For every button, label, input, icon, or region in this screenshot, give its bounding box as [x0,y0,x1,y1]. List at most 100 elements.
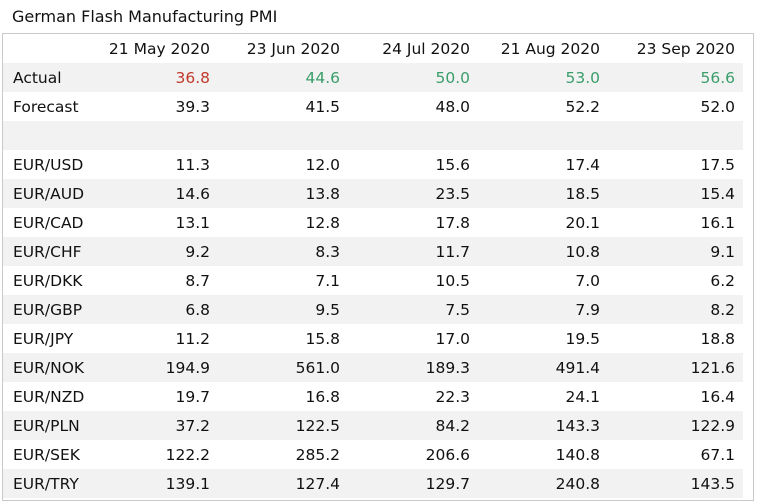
pair-row: EUR/CHF 9.2 8.3 11.7 10.8 9.1 [3,237,743,266]
pair-value: 15.4 [608,179,743,208]
pair-row: EUR/SEK 122.2 285.2 206.6 140.8 67.1 [3,440,743,469]
pair-value: 121.6 [608,353,743,382]
spacer-cell [348,121,478,150]
forecast-value: 41.5 [305,97,340,116]
pair-value: 11.2 [175,329,210,348]
pair-row: EUR/USD 11.3 12.0 15.6 17.4 17.5 [3,150,743,179]
pair-label: EUR/NOK [3,353,91,382]
pair-value: 561.0 [218,353,348,382]
pair-value: 18.8 [700,329,735,348]
pair-value: 122.2 [165,445,210,464]
pair-value: 17.0 [435,329,470,348]
pair-value: 19.5 [565,329,600,348]
pair-value: 37.2 [91,411,218,440]
pair-value: 122.9 [608,411,743,440]
pair-value: 15.8 [305,329,340,348]
pair-value: 9.2 [91,237,218,266]
spacer-cell [3,121,91,150]
pair-label: EUR/GBP [3,295,91,324]
pair-value: 7.5 [348,295,478,324]
column-header: 24 Jul 2020 [382,39,470,58]
pair-label: EUR/SEK [13,445,80,464]
actual-value: 53.0 [478,63,608,92]
pair-value: 9.5 [218,295,348,324]
pair-value: 10.5 [435,271,470,290]
pair-value: 16.1 [700,213,735,232]
table-frame [2,33,754,501]
pair-value: 11.3 [175,155,210,174]
actual-value: 44.6 [218,63,348,92]
pair-value: 67.1 [700,445,735,464]
pair-value: 206.6 [425,445,470,464]
pair-value: 19.7 [175,387,210,406]
pair-value: 8.2 [608,295,743,324]
column-header: 21 May 2020 [108,39,210,58]
actual-value: 36.8 [91,63,218,92]
pair-label: EUR/NZD [13,387,85,406]
pair-label: EUR/DKK [13,271,83,290]
table-title: German Flash Manufacturing PMI [12,7,278,26]
pair-row: EUR/CAD 13.1 12.8 17.8 20.1 16.1 [3,208,743,237]
pair-value: 10.8 [478,237,608,266]
pair-value: 129.7 [348,469,478,498]
actual-value: 56.6 [608,63,743,92]
actual-row: Actual 36.8 44.6 50.0 53.0 56.6 [3,63,743,92]
row-label: Forecast [13,97,79,116]
pair-value: 24.1 [565,387,600,406]
pair-value: 12.0 [305,155,340,174]
pair-row: EUR/PLN 37.2 122.5 84.2 143.3 122.9 [3,411,743,440]
pair-row: EUR/GBP 6.8 9.5 7.5 7.9 8.2 [3,295,743,324]
spacer-cell [91,121,218,150]
pair-value: 143.3 [478,411,608,440]
pmi-table: 21 May 2020 23 Jun 2020 24 Jul 2020 21 A… [3,34,743,498]
pair-value: 491.4 [478,353,608,382]
pair-label: EUR/CAD [13,213,84,232]
forecast-value: 48.0 [435,97,470,116]
pair-value: 16.4 [700,387,735,406]
pair-value: 12.8 [305,213,340,232]
pair-row: EUR/JPY 11.2 15.8 17.0 19.5 18.8 [3,324,743,353]
forecast-value: 52.0 [700,97,735,116]
forecast-value: 52.2 [565,97,600,116]
pair-row: EUR/DKK 8.7 7.1 10.5 7.0 6.2 [3,266,743,295]
spacer-cell [218,121,348,150]
pair-row: EUR/TRY 139.1 127.4 129.7 240.8 143.5 [3,469,743,498]
pair-value: 17.4 [565,155,600,174]
pair-value: 13.8 [218,179,348,208]
pair-value: 127.4 [218,469,348,498]
pair-label: EUR/JPY [13,329,74,348]
pair-value: 7.1 [315,271,340,290]
pair-value: 20.1 [565,213,600,232]
pair-row: EUR/NZD 19.7 16.8 22.3 24.1 16.4 [3,382,743,411]
pair-value: 11.7 [348,237,478,266]
pair-value: 140.8 [555,445,600,464]
spacer-cell [608,121,743,150]
actual-value: 50.0 [348,63,478,92]
pair-row: EUR/AUD 14.6 13.8 23.5 18.5 15.4 [3,179,743,208]
pair-value: 6.2 [710,271,735,290]
header-row: 21 May 2020 23 Jun 2020 24 Jul 2020 21 A… [3,34,743,63]
spacer-cell [478,121,608,150]
pair-value: 139.1 [91,469,218,498]
pair-value: 13.1 [175,213,210,232]
pair-value: 7.0 [575,271,600,290]
pair-value: 15.6 [435,155,470,174]
forecast-value: 39.3 [175,97,210,116]
column-header: 23 Jun 2020 [246,39,340,58]
pair-value: 143.5 [608,469,743,498]
pair-value: 18.5 [478,179,608,208]
pair-row: EUR/NOK 194.9 561.0 189.3 491.4 121.6 [3,353,743,382]
pair-value: 23.5 [348,179,478,208]
pair-value: 194.9 [91,353,218,382]
pair-value: 7.9 [478,295,608,324]
pair-value: 189.3 [348,353,478,382]
column-header: 23 Sep 2020 [636,39,735,58]
pair-value: 17.5 [700,155,735,174]
pair-label: EUR/AUD [3,179,91,208]
pair-label: EUR/CHF [3,237,91,266]
header-corner [3,34,91,63]
column-header: 21 Aug 2020 [500,39,600,58]
pair-value: 16.8 [305,387,340,406]
pair-value: 8.3 [218,237,348,266]
pair-value: 285.2 [295,445,340,464]
